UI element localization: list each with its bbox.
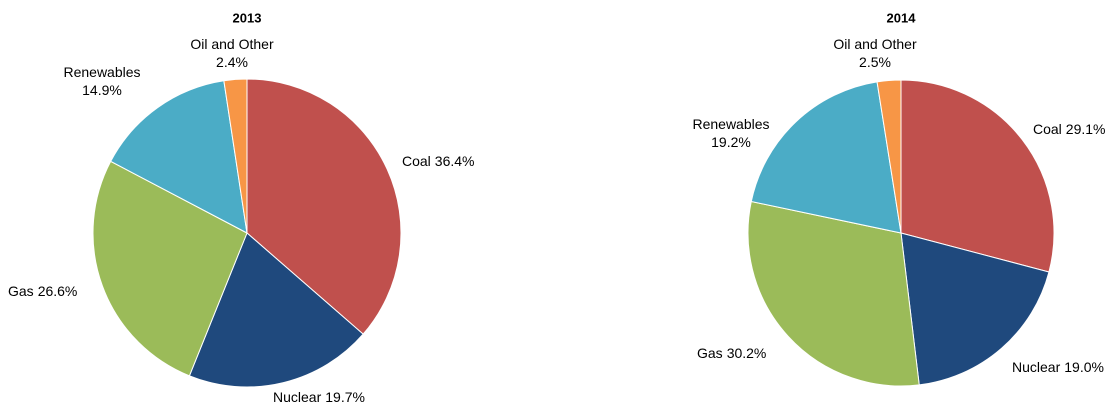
slice-label: Gas 26.6% [8,283,77,299]
slice-name: Nuclear [273,389,322,405]
pie-chart: 2013 Coal 36.4% Nuclear 19.7% Gas 26.6% Renewab… [8,10,475,404]
slice-label: Nuclear 19.7% [273,389,365,405]
chart-title: 2014 [887,10,917,25]
slice-name: Nuclear [1012,359,1061,375]
slice-label: Oil and Other 2.4% [190,36,274,70]
pie-slice [223,78,248,234]
slice-label: Gas 30.2% [697,345,766,361]
pie-chart: 2014 Coal 29.1% Nuclear 19.0% Gas 30.2% Renewab… [692,10,1106,387]
slice-label: Oil and Other 2.5% [833,36,917,70]
pie-slice [188,232,364,388]
pie-slice [750,81,902,234]
slice-name: Oil and Other [833,36,917,52]
slice-label: Renewables 19.2% [692,116,769,150]
slice-value: 19.2% [711,134,751,150]
slice-name: Oil and Other [190,36,274,52]
slice-name: Coal [1033,121,1062,137]
pie-slice [109,80,248,234]
slice-value: 29.1% [1066,121,1106,137]
slice-value: 2.5% [859,54,891,70]
slice-value: 36.4% [435,153,475,169]
slice-value: 2.4% [216,54,248,70]
pie-slice [900,79,1055,273]
slice-label: Nuclear 19.0% [1012,359,1104,375]
slice-name: Gas [8,283,34,299]
slice-value: 30.2% [727,345,767,361]
slice-value: 26.6% [38,283,78,299]
slice-value: 19.0% [1064,359,1104,375]
slice-name: Gas [697,345,723,361]
slice-label: Coal 29.1% [1033,121,1106,137]
pie-slice [900,232,1050,386]
slice-value: 14.9% [82,82,122,98]
slice-label: Coal 36.4% [402,153,475,169]
slice-label: Renewables 14.9% [63,64,140,98]
slice-name: Renewables [63,64,140,80]
slice-value: 19.7% [325,389,365,405]
pie-slice [246,78,402,335]
slice-name: Renewables [692,116,769,132]
pie-slice [747,200,920,387]
pie-slice [92,160,248,377]
slice-name: Coal [402,153,431,169]
chart-title: 2013 [233,10,262,25]
pie-slice [876,79,902,234]
